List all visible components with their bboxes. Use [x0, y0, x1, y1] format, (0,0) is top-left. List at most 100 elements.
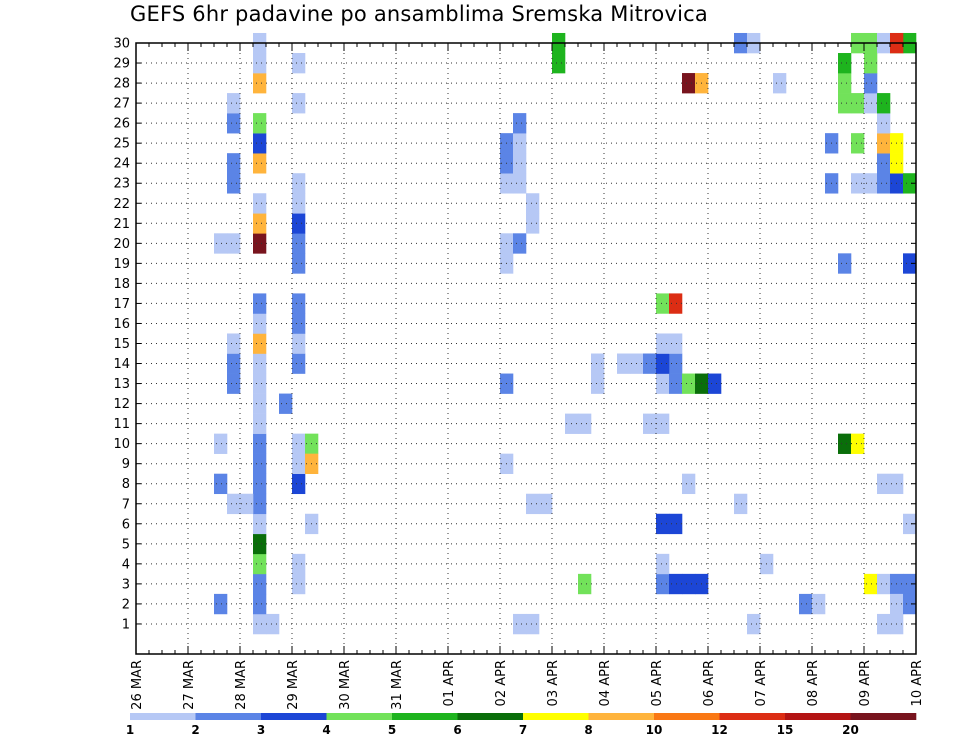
legend-label: 1 [126, 723, 134, 737]
heatmap-cell [292, 553, 306, 575]
heatmap-cell [513, 133, 527, 154]
heatmap-cell [292, 253, 306, 274]
heatmap-cell [292, 433, 306, 454]
color-legend: 1 2 3 4 5 6 7 8 10 12 15 20 [126, 713, 917, 737]
heatmap-cell [513, 613, 527, 635]
heatmap-cell [227, 333, 241, 354]
heatmap-cell [591, 373, 605, 394]
heatmap-cell [526, 213, 540, 234]
y-tick-label: 24 [113, 157, 130, 172]
heatmap-cell [253, 513, 267, 535]
heatmap-cell [214, 473, 228, 495]
y-tick-label: 25 [113, 137, 130, 152]
y-tick-label: 14 [113, 357, 130, 372]
heatmap-cell [656, 333, 670, 354]
heatmap-cell [227, 373, 241, 394]
heatmap-cell [851, 433, 865, 454]
x-tick-label: 05 APR [650, 660, 665, 706]
y-tick-label: 10 [113, 437, 130, 452]
heatmap-cell [864, 93, 878, 114]
x-tick-label: 08 APR [806, 660, 821, 706]
heatmap-cell [253, 113, 267, 134]
grid-lines [136, 42, 917, 654]
heatmap-cell [669, 373, 683, 394]
heatmap-cell [552, 53, 566, 74]
heatmap-cell [292, 333, 306, 354]
legend-label: 8 [584, 723, 592, 737]
heatmap-cell [227, 353, 241, 374]
y-tick-label: 7 [122, 497, 130, 512]
heatmap-cell [227, 173, 241, 194]
heatmap-cell [253, 53, 267, 74]
heatmap-cell [877, 613, 891, 635]
y-tick-label: 19 [113, 257, 130, 272]
heatmap-cell [253, 73, 267, 94]
heatmap-cell [253, 213, 267, 234]
heatmap-cell [578, 413, 592, 434]
heatmap-cell [292, 53, 306, 74]
x-tick-label: 27 MAR [182, 660, 197, 710]
x-tick-label: 02 APR [494, 660, 509, 706]
heatmap-cell [253, 233, 267, 254]
heatmap-cell [253, 193, 267, 214]
heatmap-cell [253, 473, 267, 495]
heatmap-cell [526, 613, 540, 635]
heatmap-cell [253, 533, 267, 555]
heatmap-cell [669, 353, 683, 374]
heatmap-cell [253, 493, 267, 515]
y-tick-label: 8 [122, 477, 130, 492]
y-tick-label: 2 [122, 597, 130, 612]
y-tick-label: 1 [122, 617, 130, 632]
heatmap-cell [227, 493, 241, 515]
legend-label: 10 [646, 723, 663, 737]
legend-swatch [523, 713, 589, 720]
heatmap-cell [656, 413, 670, 434]
heatmap-cell [838, 53, 852, 74]
heatmap-cell [513, 233, 527, 254]
heatmap-cell [682, 73, 696, 94]
heatmap-cell [253, 413, 267, 434]
heatmap-cell [669, 293, 683, 314]
heatmap-cell [227, 93, 241, 114]
heatmap-cell [877, 473, 891, 495]
heatmap-cell [292, 353, 306, 374]
heatmap-cell [214, 433, 228, 454]
legend-label: 6 [453, 723, 461, 737]
y-tick-label: 4 [122, 557, 130, 572]
heatmap-cell [214, 593, 228, 615]
heatmap-cell [864, 53, 878, 74]
heatmap-cell [903, 573, 917, 595]
heatmap-cell [617, 353, 631, 374]
heatmap-cell [253, 353, 267, 374]
heatmap-cell [656, 353, 670, 374]
heatmap-cell [682, 573, 696, 595]
heatmap-cell [513, 113, 527, 134]
legend-label: 3 [257, 723, 265, 737]
y-tick-label: 22 [113, 197, 130, 212]
x-tick-label: 07 APR [754, 660, 769, 706]
heatmap-cell [253, 133, 267, 154]
heatmap-cell [877, 573, 891, 595]
x-tick-label: 01 APR [442, 660, 457, 706]
heatmap-cell [838, 93, 852, 114]
heatmap-cell [253, 393, 267, 414]
heatmap-cell [292, 213, 306, 234]
heatmap-cell [279, 393, 293, 414]
heatmap-cell [292, 93, 306, 114]
legend-swatch [326, 713, 393, 720]
heatmap-cell [877, 113, 891, 134]
legend-swatch [588, 713, 655, 720]
heatmap-cell [838, 433, 852, 454]
y-tick-label: 13 [113, 377, 130, 392]
heatmap-cell [643, 353, 657, 374]
legend-label: 4 [322, 723, 330, 737]
x-tick-label: 03 APR [546, 660, 561, 706]
heatmap-cell [253, 373, 267, 394]
heatmap-cell [253, 573, 267, 595]
heatmap-cell [292, 173, 306, 194]
chart-title: GEFS 6hr padavine po ansamblima Sremska … [130, 2, 708, 26]
x-tick-label: 06 APR [702, 660, 717, 706]
heatmap-cell [903, 173, 917, 194]
legend-swatch [850, 713, 917, 720]
